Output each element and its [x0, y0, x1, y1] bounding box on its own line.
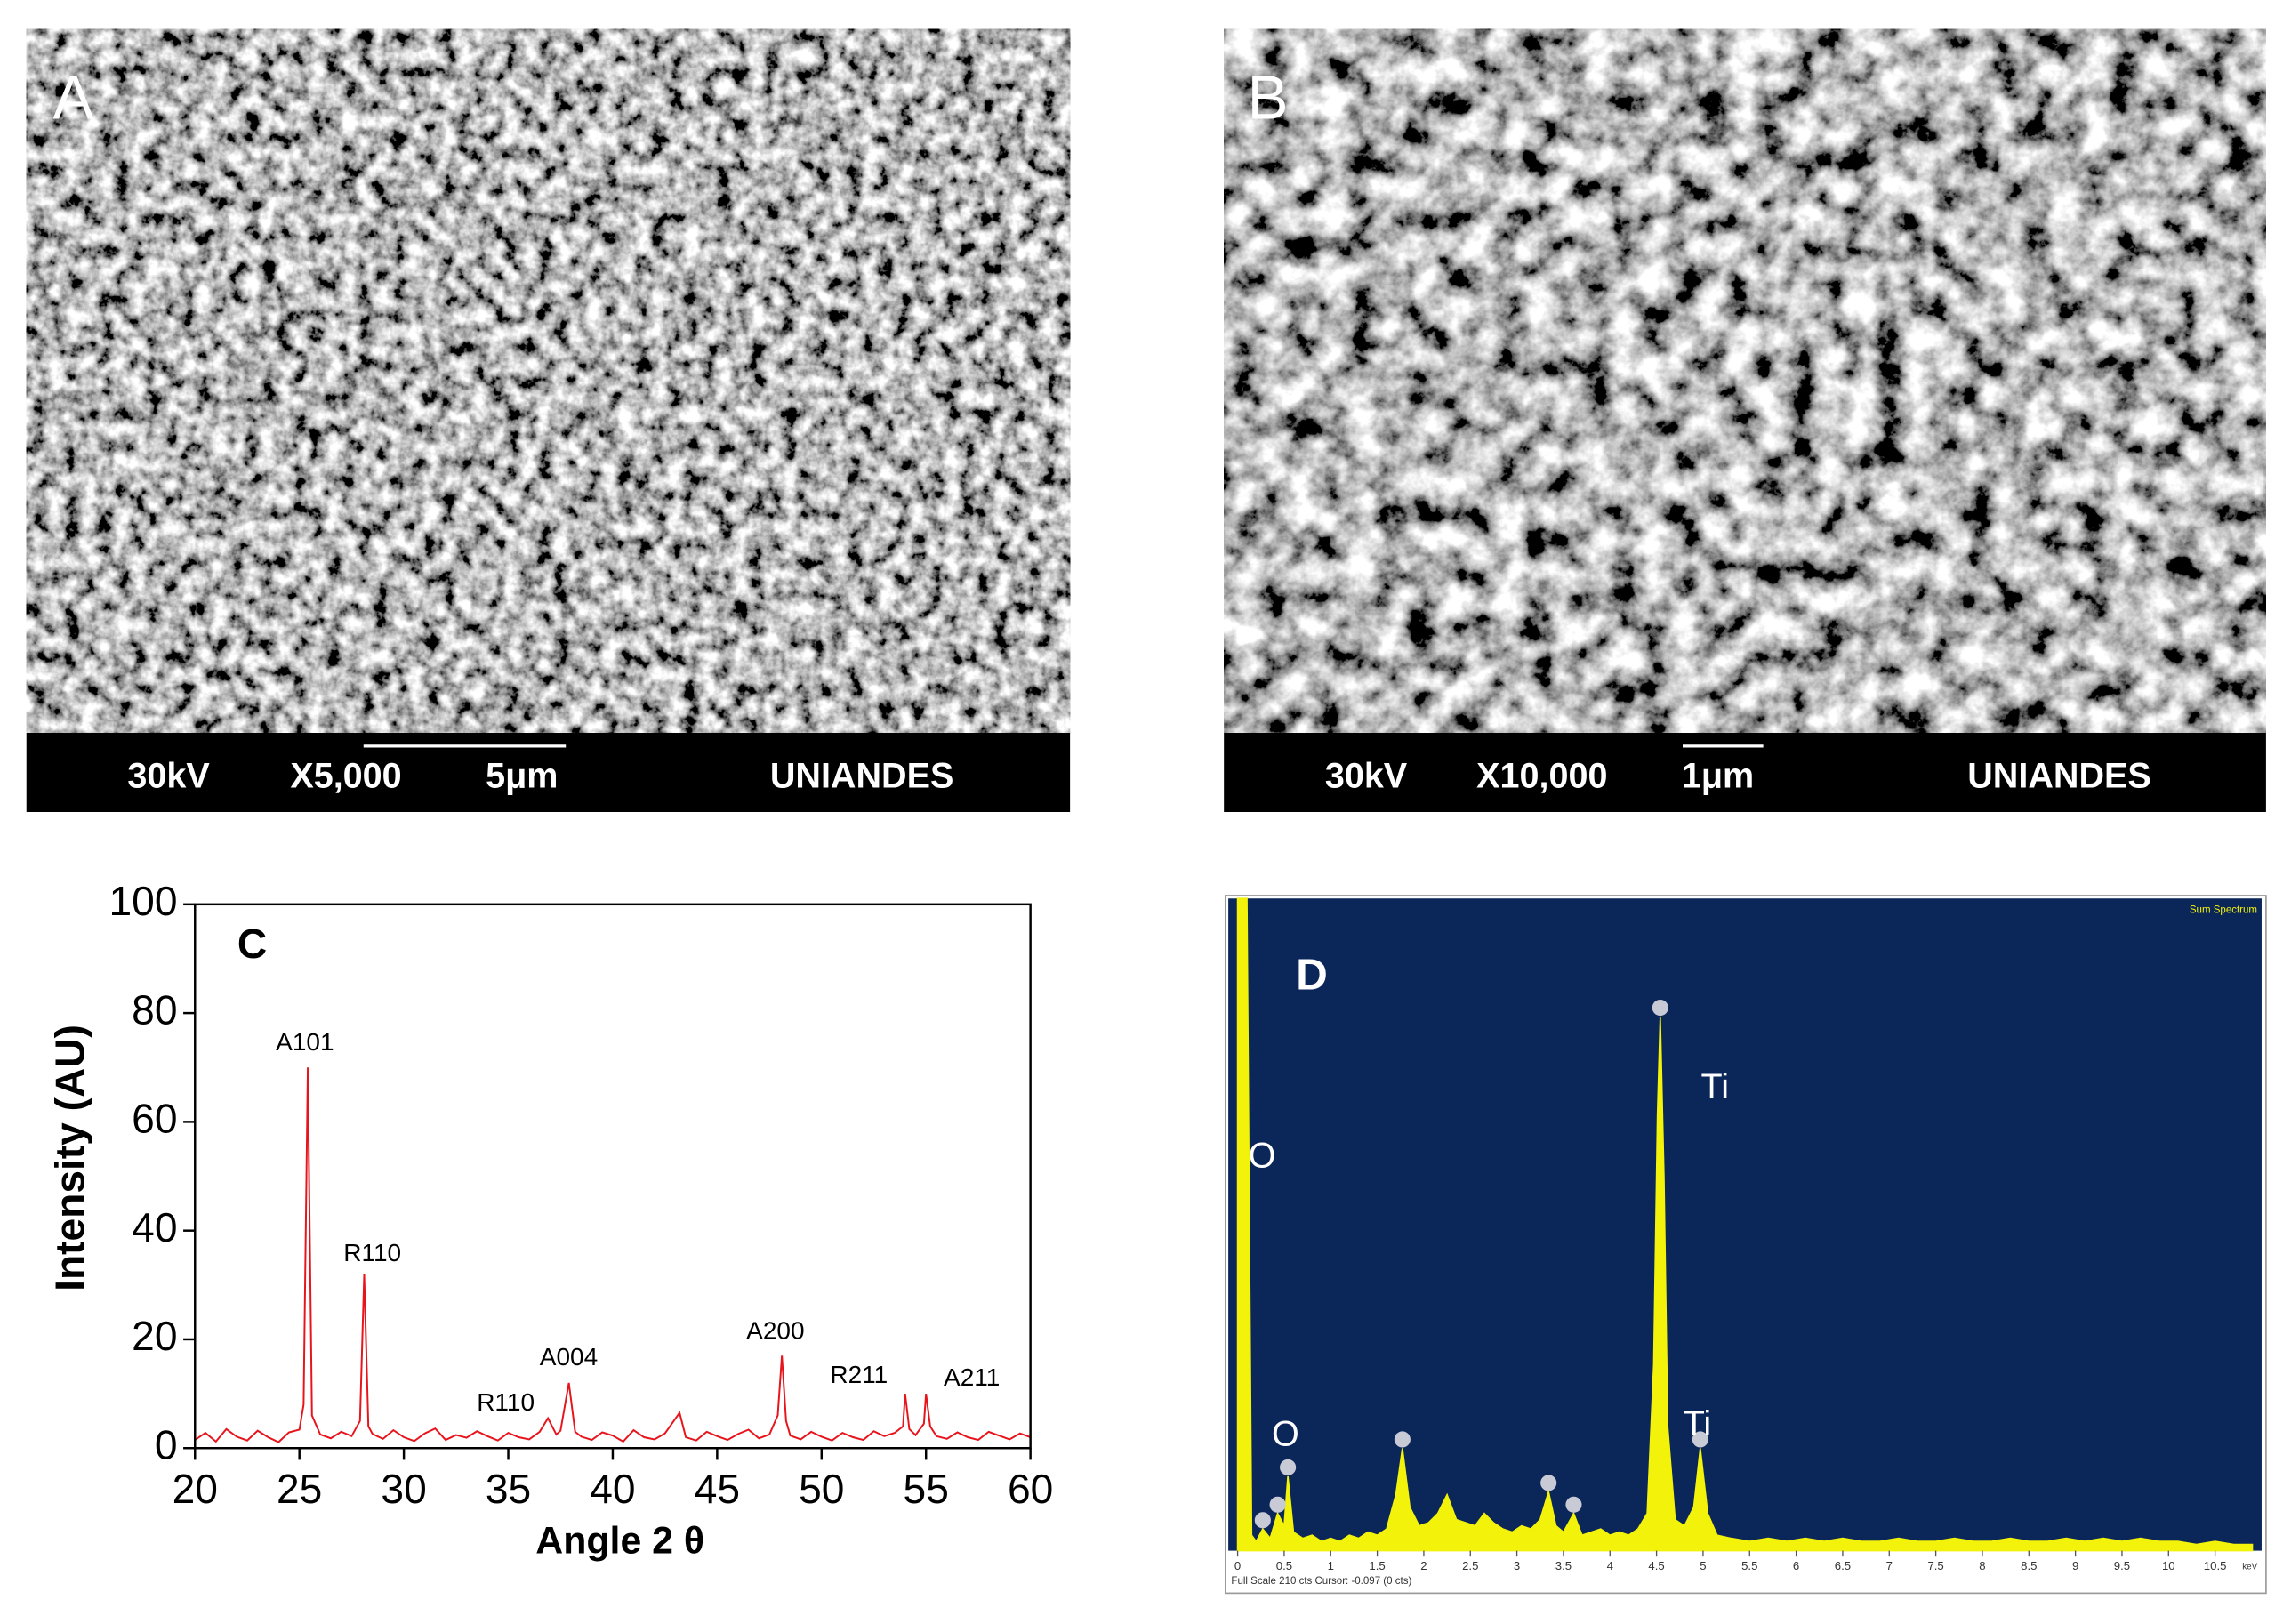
x-tick-label: 40 — [590, 1466, 635, 1512]
peak-marker — [1692, 1431, 1708, 1448]
sem-panel-a: A 30kV X5,000 5μm UNIANDES — [26, 28, 1071, 812]
peak-label: A211 — [944, 1363, 1000, 1391]
y-tick-label: 100 — [109, 878, 178, 924]
peak-marker — [1280, 1459, 1297, 1475]
peak-label: A200 — [746, 1316, 804, 1344]
panel-label: D — [1296, 950, 1328, 999]
x-tick-label: 45 — [695, 1466, 740, 1512]
x-tick-label: 2.5 — [1462, 1559, 1478, 1572]
x-tick-label: 3.5 — [1555, 1559, 1572, 1572]
xrd-line — [194, 1067, 1031, 1443]
plot-frame — [194, 903, 1032, 1450]
x-tick-label: 1 — [1328, 1559, 1334, 1572]
panel-label: B — [1248, 63, 1289, 133]
x-tick-label: 8.5 — [2021, 1559, 2037, 1572]
x-tick-label: 0.5 — [1276, 1559, 1292, 1572]
x-tick-label: 25 — [277, 1466, 322, 1512]
x-tick-label: 4.5 — [1648, 1559, 1664, 1572]
x-tick-label: 3 — [1514, 1559, 1520, 1572]
x-tick-label: 8 — [1979, 1559, 1985, 1572]
x-tick-label: 35 — [486, 1466, 531, 1512]
x-tick-label: 6.5 — [1835, 1559, 1851, 1572]
spectrum-area — [1236, 897, 2254, 1552]
x-tick-label: 60 — [1008, 1466, 1053, 1512]
peak-marker — [1394, 1431, 1411, 1448]
x-tick-label: 6 — [1793, 1559, 1799, 1572]
y-tick-label: 40 — [132, 1204, 177, 1250]
x-tick-label: 7 — [1886, 1559, 1893, 1572]
x-tick-label: 1.5 — [1369, 1559, 1385, 1572]
institution: UNIANDES — [1967, 757, 2151, 796]
footer: Full Scale 210 cts Cursor: -0.097 (0 cts… — [1231, 1576, 1411, 1587]
x-tick-label: 5 — [1700, 1559, 1706, 1572]
peak-marker — [1565, 1496, 1582, 1513]
y-tick-label: 80 — [132, 986, 177, 1033]
sem-image — [1224, 28, 2266, 734]
x-unit: keV — [2242, 1562, 2257, 1572]
voltage: 30kV — [1325, 757, 1408, 796]
x-tick-label: 50 — [799, 1466, 844, 1512]
peak-label: R110 — [343, 1239, 401, 1266]
x-tick-label: 30 — [381, 1466, 426, 1512]
peak-label: A004 — [540, 1343, 598, 1371]
x-axis-label: Angle 2 θ — [535, 1520, 704, 1563]
institution: UNIANDES — [770, 757, 954, 796]
x-tick-label: 10 — [2162, 1559, 2175, 1572]
y-axis-label: Intensity (AU) — [47, 1025, 93, 1291]
magnification: X10,000 — [1476, 757, 1607, 796]
element-label: O — [1272, 1415, 1299, 1454]
x-tick-label: 2 — [1420, 1559, 1427, 1572]
x-tick-label: 7.5 — [1927, 1559, 1943, 1572]
x-tick-label: 0 — [1234, 1559, 1241, 1572]
magnification: X5,000 — [290, 757, 401, 796]
peak-marker — [1254, 1512, 1271, 1529]
scale: 5μm — [486, 757, 558, 796]
x-tick-label: 5.5 — [1741, 1559, 1757, 1572]
scale: 1μm — [1682, 757, 1754, 796]
x-tick-label: 9 — [2072, 1559, 2078, 1572]
peak-label: R211 — [830, 1361, 888, 1388]
peak-marker — [1540, 1475, 1557, 1491]
peak-marker — [1269, 1496, 1286, 1513]
peak-marker — [1652, 999, 1668, 1017]
x-tick-label: 20 — [173, 1466, 218, 1512]
voltage: 30kV — [127, 757, 210, 796]
chart-title: Sum Spectrum — [2190, 904, 2257, 915]
peak-label: A101 — [276, 1028, 334, 1056]
eds-chart: 0 0.5 1 1.5 2 2.5 3 3.5 4 4.5 5 5.5 6 6.5 7 7.5 8 8.5 9 9.5… — [1224, 895, 2267, 1595]
x-tick-label: 4 — [1607, 1559, 1613, 1572]
panel-label: C — [237, 921, 267, 967]
plot-background — [1228, 898, 2262, 1551]
sem-image — [26, 28, 1071, 734]
x-tick-label: 9.5 — [2114, 1559, 2130, 1572]
element-label: Ti — [1701, 1067, 1729, 1106]
y-tick-label: 60 — [132, 1096, 177, 1142]
sem-panel-b: B 30kV X10,000 1μm UNIANDES — [1224, 28, 2266, 812]
element-label: Ti — [1684, 1404, 1711, 1443]
element-label: O — [1249, 1136, 1276, 1175]
y-tick-label: 20 — [132, 1313, 177, 1359]
y-tick-label: 0 — [155, 1421, 178, 1467]
x-tick-label: 10.5 — [2204, 1559, 2227, 1572]
peak-label: R110 — [477, 1388, 535, 1416]
x-tick-label: 55 — [904, 1466, 949, 1512]
panel-label: A — [52, 63, 94, 133]
